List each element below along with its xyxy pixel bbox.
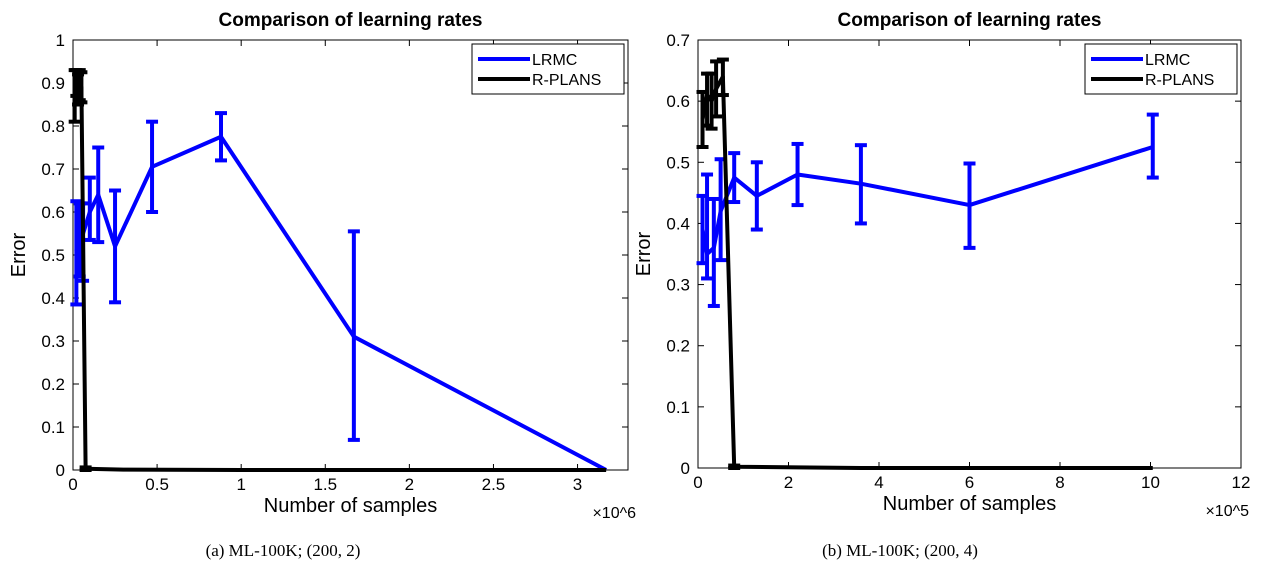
- error-bar: [1146, 112, 1159, 180]
- series-line: [700, 145, 1154, 256]
- y-axis-label: Error: [633, 231, 655, 276]
- plot-area-a: [72, 39, 629, 471]
- legend-box: [1084, 43, 1238, 95]
- series-line: [74, 134, 608, 472]
- x-tick-label: 8: [1055, 473, 1064, 492]
- error-bar: [83, 175, 96, 242]
- error-bar: [79, 465, 92, 472]
- caption-b: (b) ML-100K; (200, 4): [822, 541, 978, 560]
- legend-box: [471, 43, 625, 95]
- series-r-plans: [68, 68, 607, 472]
- x-tick-label: 1: [236, 475, 245, 494]
- y-tick-label: 0.2: [41, 375, 65, 394]
- x-axis-exponent: ×10^5: [1205, 503, 1249, 520]
- y-tick-label: 0.8: [41, 117, 65, 136]
- caption-a: (a) ML-100K; (200, 2): [206, 541, 361, 560]
- error-bar: [963, 161, 976, 250]
- y-tick-label: 0.1: [41, 418, 65, 437]
- y-tick-label: 0.6: [666, 92, 690, 111]
- legend: LRMC R-PLANS: [471, 43, 625, 95]
- x-tick-label: 0: [693, 473, 702, 492]
- x-tick-label: 0: [68, 475, 77, 494]
- error-bar: [707, 196, 720, 308]
- y-tick-label: 0.7: [41, 160, 65, 179]
- error-bar: [728, 151, 741, 205]
- error-bar: [109, 188, 122, 305]
- x-tick-label: 3: [573, 475, 582, 494]
- legend-label: LRMC: [1145, 52, 1190, 69]
- chart-title: Comparison of learning rates: [219, 10, 483, 31]
- plot-area-b: [697, 39, 1242, 469]
- series-line: [72, 81, 607, 472]
- error-bar: [146, 119, 159, 214]
- error-bar: [347, 229, 360, 442]
- error-bar: [854, 143, 867, 226]
- error-bar: [791, 141, 804, 208]
- legend: LRMC R-PLANS: [1084, 43, 1238, 95]
- y-tick-label: 0.4: [666, 214, 690, 233]
- y-tick-label: 0.7: [666, 31, 690, 50]
- error-bar: [750, 160, 763, 232]
- x-tick-label: 6: [965, 473, 974, 492]
- y-tick-label: 0.3: [666, 276, 690, 295]
- y-tick-label: 0: [56, 461, 65, 480]
- x-axis-label: Number of samples: [264, 495, 437, 517]
- error-bar: [75, 70, 88, 105]
- y-tick-label: 1: [56, 31, 65, 50]
- y-tick-label: 0.1: [666, 398, 690, 417]
- y-tick-label: 0.4: [41, 289, 65, 308]
- legend-label: LRMC: [532, 52, 577, 69]
- chart-title: Comparison of learning rates: [838, 10, 1102, 31]
- error-bar: [215, 111, 227, 163]
- x-tick-label: 2: [405, 475, 414, 494]
- legend-label: R-PLANS: [532, 72, 601, 89]
- error-bar: [716, 57, 729, 98]
- y-tick-label: 0.5: [41, 246, 65, 265]
- error-bar: [70, 199, 83, 307]
- error-bar: [701, 172, 714, 281]
- x-tick-label: 12: [1232, 473, 1251, 492]
- x-tick-label: 10: [1141, 473, 1160, 492]
- y-tick-label: 0.3: [41, 332, 65, 351]
- error-bar: [92, 145, 105, 245]
- y-tick-label: 0: [681, 459, 690, 478]
- y-tick-label: 0.9: [41, 74, 65, 93]
- x-axis-label: Number of samples: [883, 493, 1056, 515]
- legend-label: R-PLANS: [1145, 72, 1214, 89]
- series-lrmc: [70, 111, 608, 472]
- y-tick-label: 0.6: [41, 203, 65, 222]
- series-r-plans: [696, 57, 1153, 470]
- y-axis-label: Error: [8, 232, 30, 277]
- x-tick-label: 4: [874, 473, 883, 492]
- x-tick-label: 2: [784, 473, 793, 492]
- x-tick-label: 2.5: [482, 475, 506, 494]
- series-line: [700, 74, 1153, 470]
- error-bar: [728, 463, 741, 470]
- series-lrmc: [696, 112, 1159, 308]
- y-tick-label: 0.5: [666, 153, 690, 172]
- x-tick-label: 0.5: [145, 475, 169, 494]
- x-tick-label: 1.5: [313, 475, 337, 494]
- x-axis-exponent: ×10^6: [592, 505, 636, 522]
- y-tick-label: 0.2: [666, 337, 690, 356]
